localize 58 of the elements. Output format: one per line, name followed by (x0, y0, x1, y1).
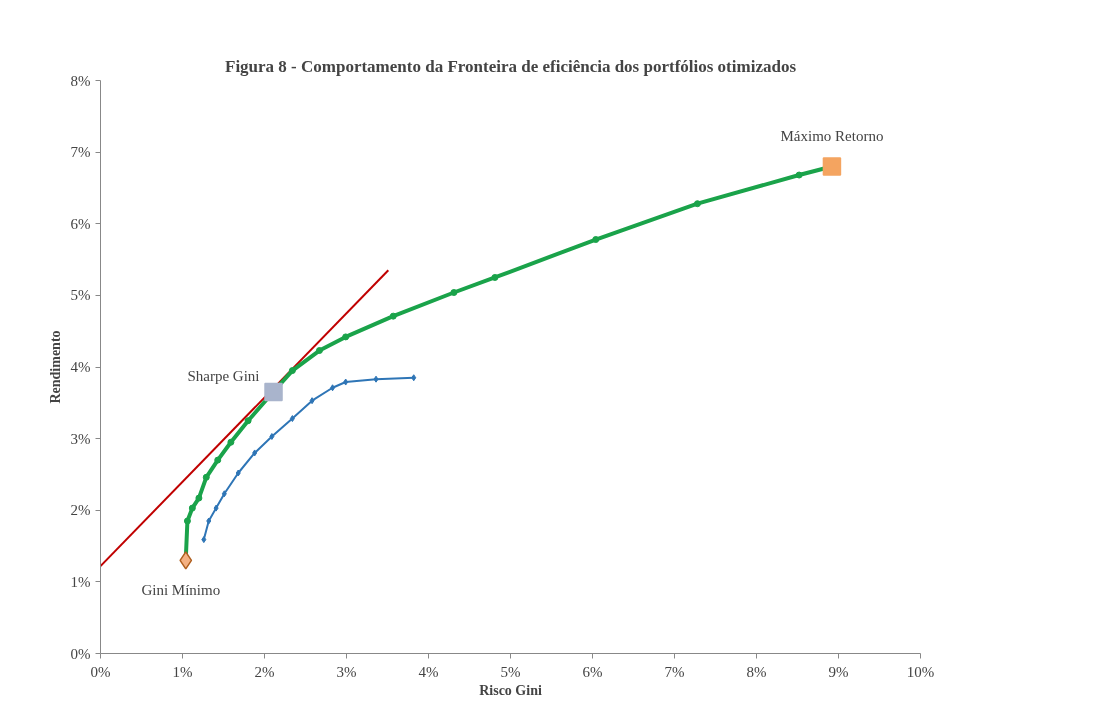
point (235, 469, 241, 477)
point (315, 347, 323, 355)
point (252, 449, 258, 457)
point (795, 171, 803, 179)
x-tick-label: 5% (500, 663, 521, 680)
point (201, 536, 207, 544)
point (244, 417, 252, 425)
point (214, 456, 222, 464)
point (343, 378, 349, 386)
x-tick-label: 0% (90, 663, 111, 680)
point (227, 438, 235, 446)
x-tick-label: 4% (418, 663, 439, 680)
x-tick-label: 1% (172, 663, 193, 680)
y-tick-label: 8% (70, 72, 91, 89)
point (183, 517, 191, 525)
point (693, 200, 701, 208)
y-tick-label: 3% (70, 430, 91, 447)
point (288, 367, 296, 375)
y-axis-title: Rendimento (47, 330, 63, 404)
point (179, 551, 193, 570)
point (309, 397, 315, 405)
point (213, 504, 219, 512)
x-tick-label: 7% (664, 663, 685, 680)
point (411, 374, 417, 382)
point (450, 289, 458, 296)
point (269, 432, 275, 440)
x-tick-label: 2% (254, 663, 275, 680)
point (188, 504, 196, 512)
point (822, 157, 842, 176)
chart-title: Figura 8 - Comportamento da Fronteira de eficiência dos portfólios otimizados (225, 56, 797, 76)
point (389, 312, 397, 320)
point (289, 415, 295, 423)
point (206, 517, 212, 525)
x-tick-label: 9% (828, 663, 849, 680)
y-tick-label: 5% (70, 287, 91, 304)
point (264, 382, 283, 402)
y-tick-label: 2% (70, 502, 91, 519)
point (330, 384, 336, 392)
point (195, 494, 203, 502)
x-tick-label: 6% (582, 663, 603, 680)
annotation: Sharpe Gini (187, 368, 260, 385)
y-tick-label: 1% (70, 573, 91, 590)
y-tick-label: 0% (70, 645, 91, 662)
x-tick-label: 10% (906, 663, 935, 680)
point (221, 490, 227, 498)
x-tick-label: 3% (336, 663, 357, 680)
annotation: Gini Mínimo (141, 582, 221, 599)
y-tick-label: 7% (70, 144, 91, 161)
annotation: Máximo Retorno (780, 128, 884, 145)
y-tick-label: 6% (70, 215, 91, 232)
point (342, 333, 350, 341)
point (491, 273, 499, 281)
point (592, 236, 600, 243)
point (202, 473, 210, 481)
y-tick-label: 4% (70, 359, 91, 375)
x-axis-title: Risco Gini (479, 682, 542, 698)
point (373, 375, 379, 383)
x-tick-label: 8% (746, 663, 767, 680)
